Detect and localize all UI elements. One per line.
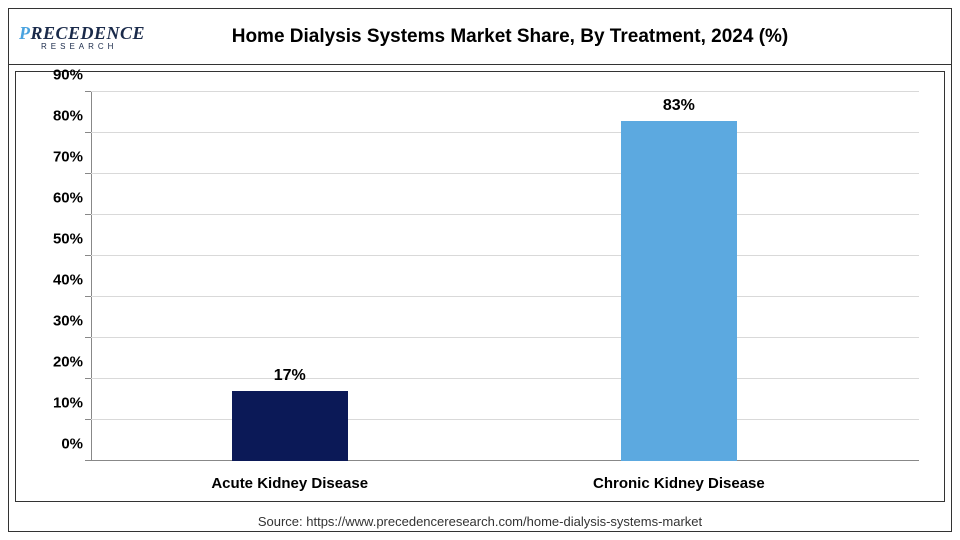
chart-title: Home Dialysis Systems Market Share, By T… [159, 26, 941, 48]
y-tick-label: 90% [41, 67, 83, 84]
grid-line [91, 132, 919, 133]
chart-frame: 0%10%20%30%40%50%60%70%80%90%17%83% Acut… [15, 71, 945, 502]
logo-sub: RESEARCH [41, 42, 159, 51]
y-tick-label: 10% [41, 395, 83, 412]
y-tick-label: 80% [41, 108, 83, 125]
y-tick-mark [85, 173, 91, 174]
y-tick-label: 30% [41, 313, 83, 330]
logo: PRECEDENCE RESEARCH [19, 16, 159, 58]
x-category-label: Chronic Kidney Disease [593, 475, 765, 492]
x-category-label: Acute Kidney Disease [211, 475, 368, 492]
y-tick-label: 70% [41, 149, 83, 166]
y-tick-mark [85, 460, 91, 461]
y-tick-label: 20% [41, 354, 83, 371]
bar [232, 391, 348, 461]
y-tick-label: 40% [41, 272, 83, 289]
logo-text: PRECEDENCE [19, 23, 159, 44]
y-tick-mark [85, 132, 91, 133]
grid-line [91, 214, 919, 215]
grid-line [91, 419, 919, 420]
chart-container: PRECEDENCE RESEARCH Home Dialysis System… [8, 8, 952, 532]
logo-rest: RECEDENCE [31, 23, 146, 43]
bar-value-label: 17% [274, 367, 306, 385]
grid-line [91, 378, 919, 379]
y-tick-mark [85, 255, 91, 256]
grid-line [91, 173, 919, 174]
bar [621, 121, 737, 461]
plot-area: 0%10%20%30%40%50%60%70%80%90%17%83% [91, 92, 919, 461]
grid-line [91, 337, 919, 338]
y-tick-mark [85, 419, 91, 420]
grid-line [91, 255, 919, 256]
y-tick-mark [85, 296, 91, 297]
x-labels: Acute Kidney Disease Chronic Kidney Disea… [91, 471, 919, 501]
y-tick-label: 60% [41, 190, 83, 207]
y-tick-mark [85, 214, 91, 215]
y-tick-mark [85, 337, 91, 338]
grid-line [91, 296, 919, 297]
grid-line [91, 91, 919, 92]
y-axis [91, 92, 92, 461]
x-axis [91, 460, 919, 461]
source-text: Source: https://www.precedenceresearch.c… [9, 508, 951, 531]
y-tick-label: 50% [41, 231, 83, 248]
y-tick-label: 0% [41, 436, 83, 453]
y-tick-mark [85, 378, 91, 379]
logo-first: P [19, 23, 31, 43]
bar-value-label: 83% [663, 97, 695, 115]
header: PRECEDENCE RESEARCH Home Dialysis System… [9, 9, 951, 65]
y-tick-mark [85, 91, 91, 92]
